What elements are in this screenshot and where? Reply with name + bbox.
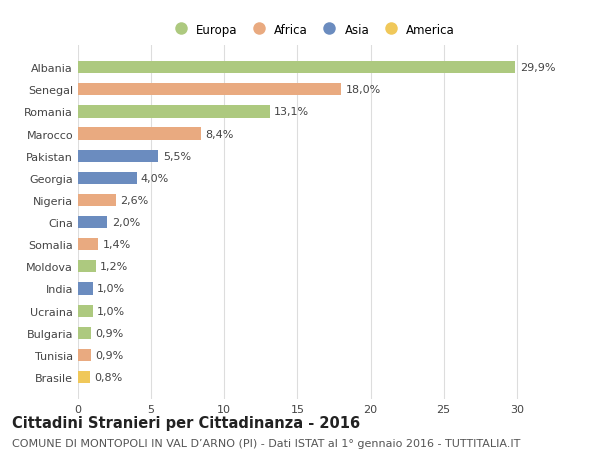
- Bar: [78, 62, 515, 74]
- Text: 0,9%: 0,9%: [95, 350, 124, 360]
- Bar: [78, 217, 107, 229]
- Text: 0,8%: 0,8%: [94, 372, 122, 382]
- Text: 0,9%: 0,9%: [95, 328, 124, 338]
- Text: 2,0%: 2,0%: [112, 218, 140, 228]
- Bar: [78, 150, 158, 162]
- Bar: [78, 305, 92, 317]
- Text: 1,0%: 1,0%: [97, 306, 125, 316]
- Bar: [78, 128, 201, 140]
- Text: Cittadini Stranieri per Cittadinanza - 2016: Cittadini Stranieri per Cittadinanza - 2…: [12, 415, 360, 431]
- Bar: [78, 173, 137, 185]
- Bar: [78, 371, 90, 383]
- Bar: [78, 283, 92, 295]
- Text: 2,6%: 2,6%: [121, 196, 149, 206]
- Text: 4,0%: 4,0%: [141, 174, 169, 184]
- Bar: [78, 84, 341, 96]
- Text: 8,4%: 8,4%: [205, 129, 233, 139]
- Text: 5,5%: 5,5%: [163, 151, 191, 162]
- Bar: [78, 261, 95, 273]
- Text: 18,0%: 18,0%: [346, 85, 381, 95]
- Bar: [78, 195, 116, 207]
- Text: 1,0%: 1,0%: [97, 284, 125, 294]
- Text: 29,9%: 29,9%: [520, 63, 555, 73]
- Legend: Europa, Africa, Asia, America: Europa, Africa, Asia, America: [169, 23, 455, 36]
- Text: 1,2%: 1,2%: [100, 262, 128, 272]
- Bar: [78, 349, 91, 361]
- Bar: [78, 106, 269, 118]
- Bar: [78, 327, 91, 339]
- Text: 1,4%: 1,4%: [103, 240, 131, 250]
- Text: COMUNE DI MONTOPOLI IN VAL D’ARNO (PI) - Dati ISTAT al 1° gennaio 2016 - TUTTITA: COMUNE DI MONTOPOLI IN VAL D’ARNO (PI) -…: [12, 438, 520, 448]
- Bar: [78, 239, 98, 251]
- Text: 13,1%: 13,1%: [274, 107, 309, 117]
